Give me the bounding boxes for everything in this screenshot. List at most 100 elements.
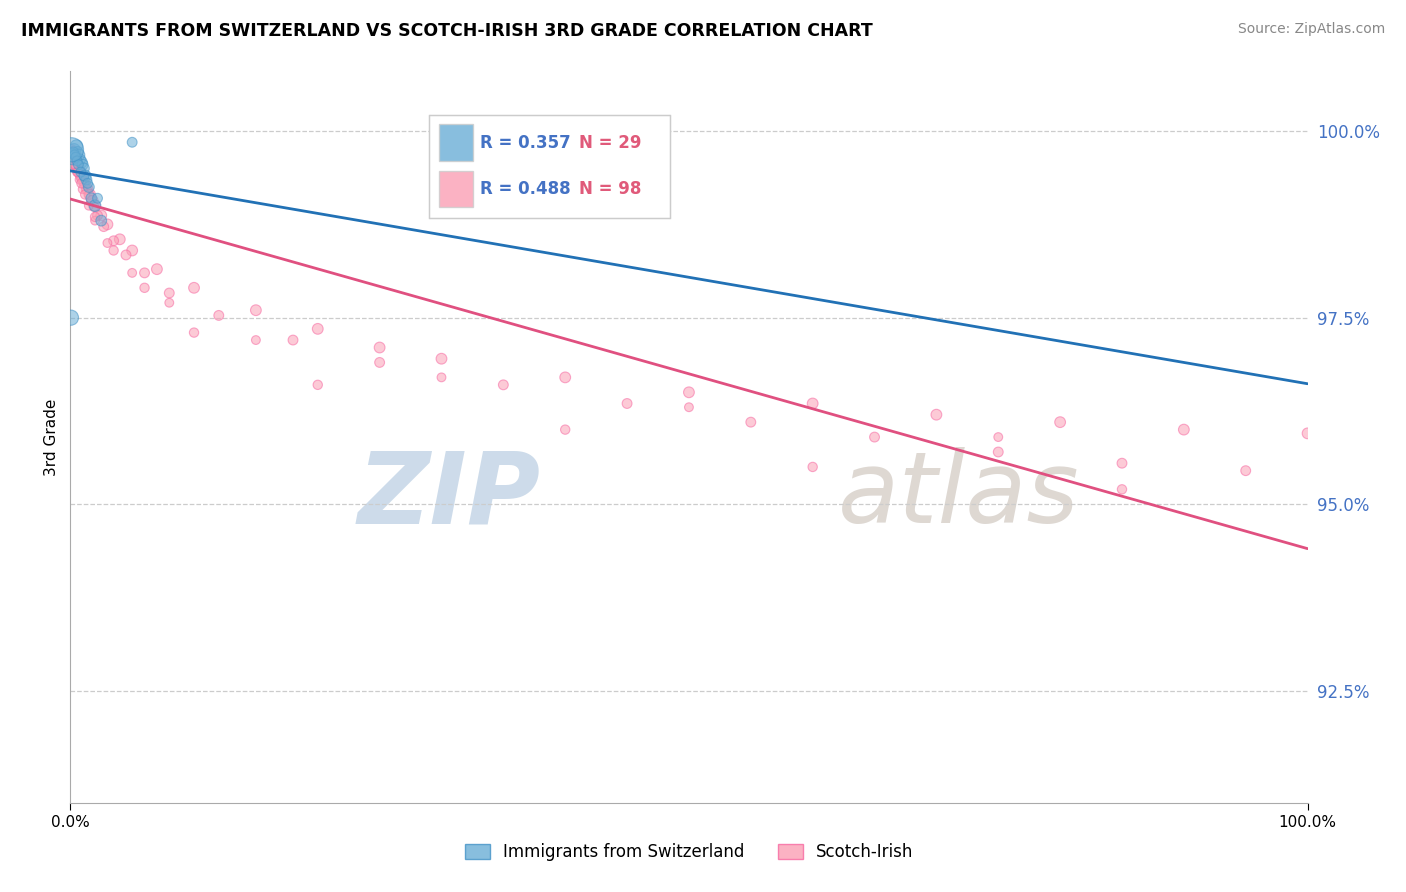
Point: [245, 303, 267, 318]
Point: [62, 145, 84, 159]
Point: [83, 199, 105, 213]
Point: [84, 210, 107, 224]
Point: [65, 159, 87, 173]
Point: [554, 370, 576, 384]
Point: [66, 165, 89, 179]
Point: [678, 401, 700, 415]
Point: [801, 396, 824, 410]
Point: [208, 309, 231, 323]
Point: [1049, 415, 1071, 429]
Point: [77, 187, 100, 202]
Point: [63, 153, 86, 168]
Point: [62, 150, 84, 164]
Point: [66, 145, 89, 159]
Point: [96, 235, 118, 250]
Point: [72, 171, 94, 186]
Point: [115, 248, 138, 262]
Legend: Immigrants from Switzerland, Scotch-Irish: Immigrants from Switzerland, Scotch-Iris…: [458, 837, 920, 868]
Point: [157, 286, 180, 301]
Point: [62, 148, 84, 162]
Point: [69, 165, 91, 179]
Text: atlas: atlas: [838, 447, 1078, 544]
Point: [69, 166, 91, 180]
Point: [90, 213, 112, 227]
Point: [103, 244, 125, 258]
Point: [121, 244, 143, 258]
Y-axis label: 3rd Grade: 3rd Grade: [44, 399, 59, 475]
Point: [1111, 483, 1133, 497]
Point: [616, 396, 638, 410]
Point: [925, 408, 948, 422]
Point: [67, 158, 90, 172]
Point: [65, 158, 87, 172]
Point: [678, 385, 700, 400]
Point: [60, 143, 83, 157]
Point: [72, 182, 94, 196]
Point: [67, 163, 90, 178]
Point: [72, 158, 94, 172]
Point: [80, 191, 103, 205]
Point: [863, 430, 886, 444]
Point: [84, 213, 107, 227]
Point: [65, 139, 87, 153]
Point: [70, 169, 93, 183]
Point: [108, 232, 131, 246]
Point: [84, 199, 107, 213]
Point: [75, 187, 97, 202]
Point: [281, 333, 304, 347]
Point: [63, 148, 86, 162]
Point: [62, 150, 84, 164]
Point: [73, 161, 96, 176]
Point: [75, 177, 97, 191]
Point: [70, 177, 93, 191]
Point: [69, 172, 91, 186]
Point: [69, 153, 91, 167]
Point: [73, 177, 96, 191]
Point: [307, 377, 329, 392]
Point: [103, 234, 125, 248]
Point: [65, 146, 87, 161]
Point: [121, 135, 143, 149]
Point: [430, 370, 453, 384]
Point: [75, 172, 97, 186]
Point: [66, 153, 89, 168]
Point: [69, 169, 91, 183]
Point: [307, 322, 329, 336]
Point: [1111, 456, 1133, 470]
Point: [62, 149, 84, 163]
Point: [86, 191, 108, 205]
Point: [75, 182, 97, 196]
Point: [157, 295, 180, 310]
Point: [65, 158, 87, 172]
Point: [59, 143, 82, 157]
Point: [80, 194, 103, 208]
Point: [60, 146, 83, 161]
Point: [65, 156, 87, 170]
Point: [987, 430, 1010, 444]
Point: [60, 145, 83, 159]
Point: [70, 171, 93, 186]
Point: [368, 355, 391, 369]
Point: [67, 148, 90, 162]
Point: [554, 423, 576, 437]
Point: [65, 150, 87, 164]
Point: [73, 169, 96, 183]
Point: [66, 161, 89, 176]
Point: [987, 445, 1010, 459]
Point: [1173, 423, 1195, 437]
Point: [70, 155, 93, 169]
Text: IMMIGRANTS FROM SWITZERLAND VS SCOTCH-IRISH 3RD GRADE CORRELATION CHART: IMMIGRANTS FROM SWITZERLAND VS SCOTCH-IR…: [21, 22, 873, 40]
Point: [79, 187, 101, 202]
Point: [63, 143, 86, 157]
Point: [65, 161, 87, 175]
Point: [84, 199, 107, 213]
Point: [90, 208, 112, 222]
Point: [67, 166, 90, 180]
Point: [82, 194, 104, 208]
Point: [1234, 464, 1257, 478]
Point: [96, 218, 118, 232]
Point: [77, 180, 100, 194]
Point: [60, 145, 83, 159]
Point: [492, 377, 515, 392]
Point: [75, 169, 97, 183]
